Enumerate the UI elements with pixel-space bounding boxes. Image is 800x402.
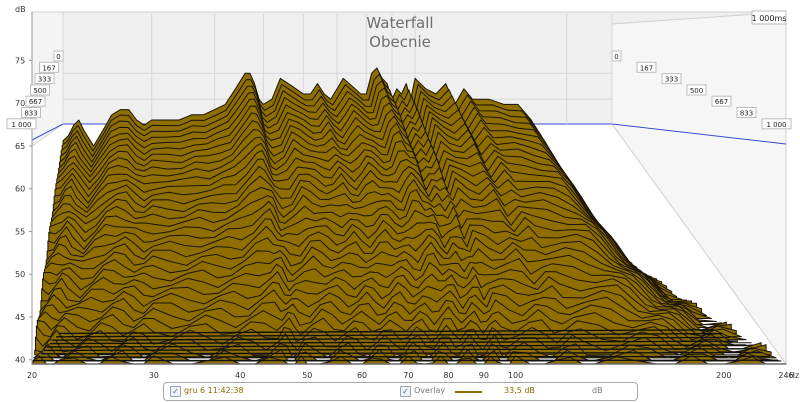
y-axis-unit-label: dB bbox=[15, 5, 26, 14]
legend-series-label[interactable]: gru 6 11:42:38 bbox=[184, 386, 244, 395]
time-label-left: 1 000 bbox=[6, 118, 37, 130]
time-label-left: 333 bbox=[34, 73, 55, 85]
y-tick-label: 45 bbox=[15, 313, 25, 322]
x-tick-label: 200 bbox=[716, 371, 731, 380]
x-tick-label: 20 bbox=[27, 371, 37, 380]
svg-text:333: 333 bbox=[38, 76, 51, 84]
y-tick-label: 55 bbox=[15, 227, 25, 236]
time-label-left: 167 bbox=[39, 61, 59, 73]
svg-text:833: 833 bbox=[24, 110, 37, 118]
time-label-right: 500 bbox=[686, 84, 707, 96]
x-tick-label: 60 bbox=[357, 371, 367, 380]
x-tick-label: 90 bbox=[479, 371, 489, 380]
series-visibility-checkbox[interactable]: ✓ bbox=[170, 386, 181, 397]
y-tick-label: 75 bbox=[15, 56, 25, 65]
slice-base-line bbox=[46, 344, 747, 348]
x-tick-label: 246 bbox=[778, 371, 793, 380]
slice-base-line bbox=[58, 329, 715, 335]
overlay-checkbox[interactable]: ✓ bbox=[400, 386, 411, 397]
time-unit-box: 1 000ms bbox=[751, 10, 787, 25]
time-label-left: 833 bbox=[21, 107, 41, 118]
right-reference-line bbox=[611, 123, 787, 145]
svg-text:333: 333 bbox=[665, 76, 678, 84]
overlay-label[interactable]: Overlay bbox=[414, 386, 446, 395]
time-label-right: 833 bbox=[736, 107, 757, 118]
legend-series-swatch bbox=[455, 391, 482, 393]
svg-text:0: 0 bbox=[56, 53, 60, 61]
y-tick-label: 50 bbox=[15, 270, 25, 279]
x-tick-label: 80 bbox=[443, 371, 453, 380]
chart-axes: 40 45 50 55 60 65 70 75 20 30 40 50 60 70 80 90 100 200 24… bbox=[15, 12, 794, 380]
time-label-right: 1 000 bbox=[761, 118, 792, 130]
legend-smoothing-value: 33,5 dB bbox=[504, 386, 535, 395]
svg-text:1 000: 1 000 bbox=[766, 121, 786, 129]
y-tick-label: 65 bbox=[15, 142, 25, 151]
legend-bar: ✓ gru 6 11:42:38 33,5 dB ✓ Overlay dB bbox=[163, 382, 638, 401]
slice-base-line bbox=[49, 340, 739, 345]
time-label-right: 167 bbox=[636, 61, 657, 73]
slice-base-line bbox=[52, 336, 731, 341]
time-label-left: 667 bbox=[25, 95, 46, 107]
legend-units-label: dB bbox=[592, 386, 603, 395]
x-axis-unit-label: Hz bbox=[789, 371, 799, 380]
svg-text:167: 167 bbox=[640, 64, 653, 72]
left-reference-line bbox=[31, 123, 64, 141]
svg-text:0: 0 bbox=[614, 53, 618, 61]
y-tick-label: 40 bbox=[15, 356, 25, 365]
svg-text:500: 500 bbox=[33, 87, 46, 95]
svg-text:500: 500 bbox=[690, 87, 703, 95]
svg-text:667: 667 bbox=[715, 98, 728, 106]
time-label-left: 500 bbox=[30, 84, 50, 96]
x-tick-label: 40 bbox=[235, 371, 245, 380]
time-unit-label: 1 000ms bbox=[752, 14, 787, 23]
waterfall-slices bbox=[31, 67, 787, 365]
slice-base-line bbox=[43, 348, 755, 352]
x-tick-label: 70 bbox=[403, 371, 413, 380]
svg-text:1 000: 1 000 bbox=[11, 121, 31, 129]
slice-base-line bbox=[40, 351, 763, 355]
svg-text:667: 667 bbox=[29, 98, 42, 106]
x-tick-label: 100 bbox=[508, 371, 523, 380]
chart-title: Waterfall bbox=[366, 14, 433, 32]
svg-text:167: 167 bbox=[42, 64, 55, 72]
x-tick-label: 50 bbox=[302, 371, 312, 380]
time-label-left: 0 bbox=[53, 50, 64, 62]
slice-base-line bbox=[55, 332, 723, 338]
x-tick-label: 30 bbox=[149, 371, 159, 380]
time-label-right: 333 bbox=[661, 73, 682, 85]
time-label-right: 0 bbox=[611, 50, 622, 62]
time-label-right: 667 bbox=[711, 95, 732, 107]
y-tick-label: 70 bbox=[15, 99, 25, 108]
slice-base-line bbox=[37, 355, 771, 358]
svg-text:833: 833 bbox=[740, 110, 753, 118]
chart-subtitle: Obecnie bbox=[369, 33, 431, 51]
y-tick-label: 60 bbox=[15, 185, 25, 194]
